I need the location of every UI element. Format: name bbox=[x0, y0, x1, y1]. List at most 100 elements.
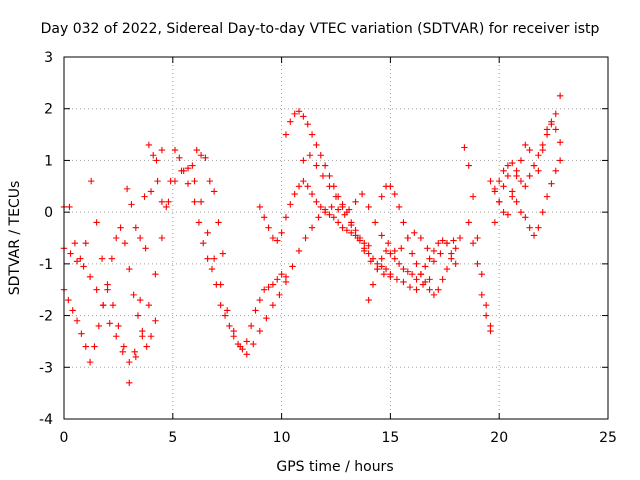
data-point bbox=[522, 141, 529, 149]
data-point bbox=[66, 203, 73, 211]
data-point bbox=[145, 141, 153, 149]
data-point bbox=[304, 183, 311, 190]
data-point bbox=[413, 276, 420, 283]
data-point bbox=[387, 183, 394, 190]
data-point bbox=[302, 234, 309, 242]
series-track-m bbox=[487, 118, 564, 218]
data-point bbox=[491, 185, 499, 193]
data-point bbox=[482, 312, 490, 319]
data-point bbox=[313, 141, 320, 149]
data-point bbox=[287, 201, 294, 208]
data-point bbox=[548, 180, 555, 187]
data-point bbox=[73, 258, 81, 265]
data-point bbox=[82, 343, 89, 350]
data-point bbox=[487, 327, 494, 335]
data-point bbox=[217, 302, 224, 309]
data-point bbox=[400, 219, 407, 226]
data-point bbox=[295, 247, 303, 255]
data-point bbox=[452, 245, 459, 252]
data-point bbox=[300, 177, 307, 185]
data-point bbox=[478, 291, 485, 299]
data-point bbox=[269, 234, 277, 242]
data-point bbox=[109, 302, 117, 309]
data-point bbox=[256, 203, 264, 211]
data-point bbox=[430, 247, 438, 255]
y-tick-label: 3 bbox=[44, 50, 53, 66]
data-point bbox=[184, 164, 192, 172]
data-point bbox=[380, 271, 388, 278]
data-point bbox=[295, 108, 303, 115]
data-point bbox=[274, 237, 281, 244]
data-point bbox=[158, 198, 166, 205]
data-point bbox=[478, 271, 485, 278]
data-point bbox=[247, 322, 255, 330]
data-point bbox=[115, 322, 122, 330]
data-point bbox=[269, 302, 277, 309]
data-point bbox=[204, 229, 211, 237]
data-point bbox=[163, 203, 170, 211]
data-point bbox=[443, 239, 451, 247]
data-point bbox=[202, 154, 209, 162]
data-point bbox=[274, 276, 281, 283]
data-point bbox=[452, 260, 459, 268]
data-point bbox=[395, 203, 403, 211]
data-point bbox=[426, 276, 433, 283]
data-point bbox=[93, 219, 100, 226]
data-point bbox=[535, 224, 542, 231]
data-point bbox=[535, 167, 542, 174]
data-point bbox=[552, 126, 559, 133]
data-point bbox=[413, 286, 420, 293]
data-point bbox=[176, 154, 183, 162]
data-point bbox=[443, 265, 451, 273]
data-point bbox=[365, 242, 372, 249]
data-point bbox=[139, 327, 146, 335]
data-point bbox=[365, 296, 372, 304]
data-point bbox=[313, 162, 320, 169]
series-track-e bbox=[191, 198, 290, 353]
data-point bbox=[295, 183, 303, 190]
data-point bbox=[171, 146, 179, 154]
data-point bbox=[391, 190, 398, 198]
data-point bbox=[391, 247, 398, 255]
data-point bbox=[406, 283, 414, 291]
data-point bbox=[352, 227, 359, 234]
series-track-k bbox=[461, 92, 564, 330]
data-point bbox=[304, 121, 311, 128]
data-point bbox=[153, 157, 160, 164]
data-point bbox=[371, 219, 379, 226]
data-point bbox=[500, 183, 507, 190]
data-point bbox=[319, 172, 327, 180]
series-track-d bbox=[123, 141, 227, 257]
data-point bbox=[300, 157, 307, 164]
data-point bbox=[180, 167, 187, 174]
data-point bbox=[239, 345, 246, 353]
data-point bbox=[343, 227, 351, 234]
data-point bbox=[243, 351, 250, 358]
data-point bbox=[369, 281, 377, 288]
data-point bbox=[134, 312, 142, 319]
data-point bbox=[126, 265, 133, 273]
data-point bbox=[556, 139, 564, 146]
data-point bbox=[219, 250, 227, 257]
data-point bbox=[378, 263, 385, 270]
data-point bbox=[439, 276, 446, 283]
data-point bbox=[141, 193, 148, 200]
data-point bbox=[80, 263, 87, 270]
data-point bbox=[352, 198, 359, 205]
data-point bbox=[469, 193, 477, 200]
data-point bbox=[142, 245, 149, 252]
y-tick-label: -3 bbox=[39, 360, 53, 376]
data-point bbox=[395, 260, 403, 268]
data-point bbox=[530, 232, 538, 239]
data-point bbox=[260, 286, 268, 293]
data-point bbox=[152, 271, 159, 278]
data-point bbox=[556, 157, 564, 164]
data-point bbox=[306, 152, 314, 159]
data-point bbox=[356, 234, 364, 242]
data-point bbox=[117, 224, 124, 231]
data-point bbox=[221, 312, 229, 319]
data-point bbox=[78, 330, 85, 337]
data-point bbox=[113, 234, 120, 242]
data-point bbox=[552, 167, 559, 174]
data-point bbox=[128, 201, 135, 208]
